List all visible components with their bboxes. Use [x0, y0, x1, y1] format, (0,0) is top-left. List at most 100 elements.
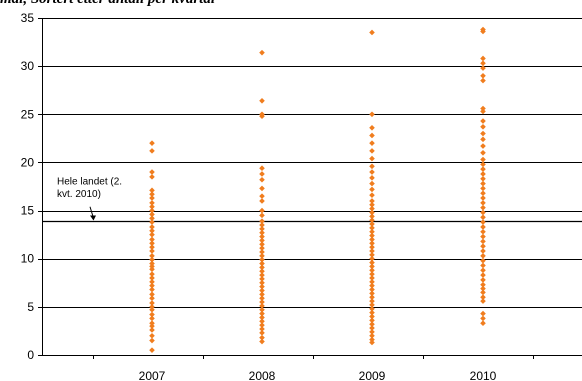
- data-point-2010-48: [480, 26, 486, 33]
- data-point-2009-40: [369, 180, 375, 187]
- data-point-2007-30: [149, 219, 155, 225]
- data-point-2010-32: [480, 161, 486, 168]
- data-point-2007-21: [149, 256, 155, 263]
- data-point-2007-6: [149, 315, 155, 322]
- tick-labels: 0 5 10 15 20 25 30 35 2007 2008 2009 2010: [21, 11, 497, 381]
- data-point-2009-1: [369, 336, 375, 343]
- data-point-2009-17: [369, 275, 375, 281]
- data-point-2010-26: [480, 190, 486, 197]
- data-point-2009-20: [369, 263, 375, 270]
- data-point-2009-10: [369, 302, 375, 308]
- data-point-2010-16: [480, 238, 486, 245]
- data-point-2009-21: [369, 259, 375, 266]
- data-point-2007-24: [149, 244, 155, 250]
- data-point-2008-32: [259, 212, 265, 219]
- data-point-2009-11: [369, 298, 375, 304]
- y-tick-label-15: 15: [21, 204, 35, 218]
- data-point-2010-15: [480, 243, 486, 249]
- data-point-2008-19: [259, 264, 265, 271]
- data-point-2009-8: [369, 309, 375, 316]
- reference-arrow-head-icon: [90, 215, 96, 221]
- data-point-2007-42: [149, 140, 155, 146]
- data-point-2009-24: [369, 248, 375, 254]
- data-point-2010-38: [480, 124, 486, 130]
- data-point-2010-35: [480, 143, 486, 149]
- data-point-2007-16: [149, 275, 155, 281]
- data-point-2010-29: [480, 175, 486, 182]
- data-point-2007-20: [149, 260, 155, 267]
- data-point-2009-9: [369, 305, 375, 312]
- y-tick-label-20: 20: [21, 155, 35, 169]
- data-point-2008-25: [259, 241, 265, 248]
- data-point-2008-8: [259, 306, 265, 313]
- data-point-2009-44: [369, 155, 375, 162]
- data-point-2007-35: [149, 200, 155, 206]
- data-point-2010-20: [480, 219, 486, 225]
- data-point-2007-2: [149, 332, 155, 339]
- data-point-2008-30: [259, 222, 265, 228]
- data-point-2009-16: [369, 279, 375, 285]
- data-point-2010-34: [480, 150, 486, 156]
- data-point-2009-32: [369, 217, 375, 223]
- data-point-2007-41: [149, 148, 155, 154]
- data-point-2009-23: [369, 252, 375, 258]
- x-tick-label-2008: 2008: [249, 369, 276, 381]
- data-point-2010-2: [480, 310, 486, 317]
- data-point-2008-14: [259, 283, 265, 290]
- data-point-2008-7: [259, 310, 265, 317]
- reference-line-group: Hele landet (2. kvt. 2010): [42, 177, 582, 223]
- data-point-2007-36: [149, 195, 155, 201]
- data-point-2010-0: [480, 320, 486, 327]
- data-point-2009-27: [369, 236, 375, 243]
- data-point-2007-3: [149, 327, 155, 333]
- y-tick-label-35: 35: [21, 11, 35, 25]
- data-point-2010-31: [480, 166, 486, 172]
- data-point-2007-22: [149, 253, 155, 259]
- data-point-2009-42: [369, 169, 375, 175]
- data-point-2008-39: [259, 165, 265, 172]
- data-point-2010-18: [480, 228, 486, 235]
- data-point-2009-37: [369, 198, 375, 204]
- data-point-2009-15: [369, 282, 375, 289]
- data-point-2008-35: [259, 193, 265, 199]
- data-point-2009-49: [369, 111, 375, 118]
- data-point-2008-29: [259, 226, 265, 232]
- data-point-2007-31: [149, 215, 155, 222]
- data-point-2008-11: [259, 295, 265, 301]
- data-point-2007-40: [149, 169, 155, 175]
- data-point-2010-13: [480, 253, 486, 259]
- data-point-2008-26: [259, 237, 265, 244]
- data-points: [149, 26, 486, 353]
- data-point-2010-27: [480, 185, 486, 192]
- data-point-2010-45: [480, 60, 486, 67]
- data-point-2009-47: [369, 132, 375, 139]
- reference-label-line-2: kvt. 2010): [57, 189, 101, 200]
- data-point-2010-7: [480, 281, 486, 288]
- data-point-2008-43: [259, 49, 265, 56]
- data-point-2010-3: [480, 298, 486, 304]
- data-point-2008-41: [259, 111, 265, 118]
- data-point-2007-12: [149, 291, 155, 298]
- data-point-2010-36: [480, 136, 486, 143]
- data-point-2008-13: [259, 287, 265, 294]
- data-point-2009-33: [369, 213, 375, 220]
- data-point-2010-40: [480, 108, 486, 115]
- reference-arrow-icon: [89, 206, 94, 217]
- data-point-2009-36: [369, 201, 375, 208]
- data-point-2007-15: [149, 279, 155, 285]
- data-point-2010-44: [480, 65, 486, 71]
- data-point-2010-4: [480, 294, 486, 301]
- data-point-2010-12: [480, 257, 486, 264]
- axes: [38, 18, 582, 359]
- data-point-2007-23: [149, 248, 155, 254]
- data-point-2009-4: [369, 325, 375, 331]
- data-point-2007-0: [149, 347, 155, 353]
- data-point-2010-46: [480, 55, 486, 62]
- data-point-2010-9: [480, 272, 486, 278]
- data-point-2009-7: [369, 313, 375, 320]
- data-point-2009-19: [369, 267, 375, 274]
- data-point-2008-18: [259, 268, 265, 275]
- data-point-2009-48: [369, 124, 375, 131]
- data-point-2007-5: [149, 320, 155, 327]
